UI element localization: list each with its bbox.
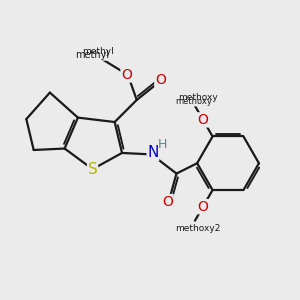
Text: O: O — [155, 73, 166, 87]
Text: O: O — [162, 194, 173, 208]
Text: S: S — [88, 162, 98, 177]
Text: H: H — [158, 139, 167, 152]
Text: O: O — [198, 200, 208, 214]
Text: methyl: methyl — [76, 50, 110, 60]
Text: O: O — [198, 113, 208, 127]
Text: O: O — [121, 68, 132, 82]
Text: methoxy: methoxy — [178, 93, 218, 102]
Text: methyl: methyl — [82, 47, 114, 56]
Text: methoxy2: methoxy2 — [175, 224, 220, 233]
Text: methoxy: methoxy — [175, 97, 212, 106]
Text: N: N — [147, 146, 159, 160]
